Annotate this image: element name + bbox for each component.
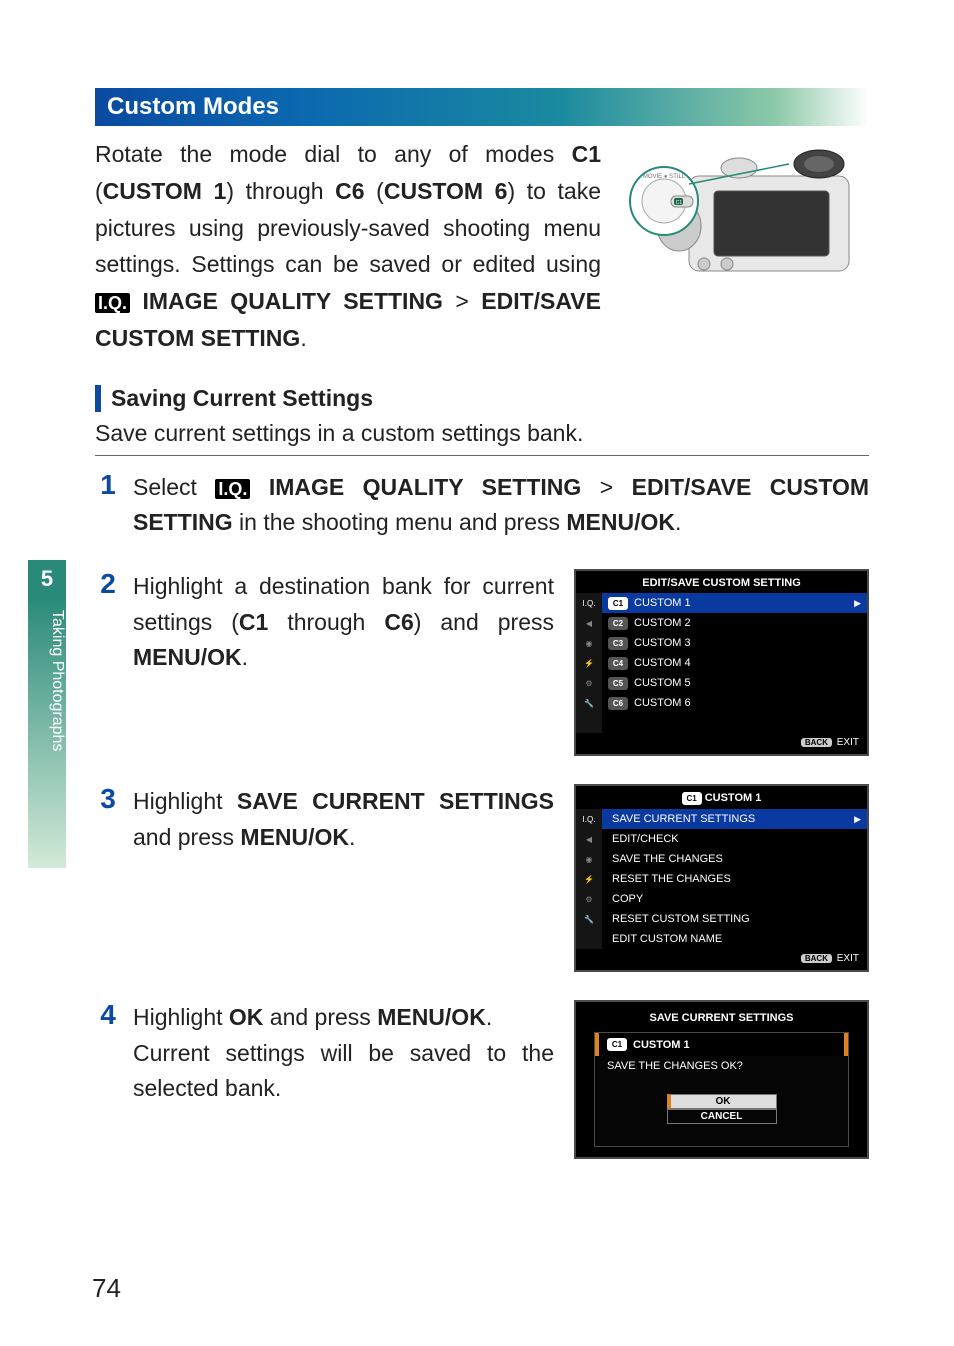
lcd1-item: C6CUSTOM 6 xyxy=(602,693,867,713)
lcd3-ok-button: OK xyxy=(667,1094,777,1109)
chapter-tab: 5 Taking Photographs xyxy=(28,560,66,868)
mode-c1-glyph: C1 xyxy=(572,141,601,167)
lcd2-item: EDIT CUSTOM NAME xyxy=(602,929,867,949)
camera-illustration: MOVIE ● STILL C1 xyxy=(619,136,869,286)
lcd-side-icon: I.Q. xyxy=(576,593,602,613)
lcd2-item: COPY xyxy=(602,889,867,909)
lcd-screenshot-1: EDIT/SAVE CUSTOM SETTING I.Q.◀◉⚡⚙🔧 C1CUS… xyxy=(574,569,869,756)
lcd-side-icon: ⚙ xyxy=(576,889,602,909)
svg-text:MOVIE ● STILL: MOVIE ● STILL xyxy=(643,174,686,180)
lcd-side-icon: 🔧 xyxy=(576,693,602,713)
lcd3-question: SAVE THE CHANGES OK? xyxy=(607,1060,836,1072)
lcd1-item: C3CUSTOM 3 xyxy=(602,633,867,653)
lcd-side-icon: ◀ xyxy=(576,613,602,633)
step-number-3: 3 xyxy=(95,784,121,972)
lcd2-title: C1 CUSTOM 1 xyxy=(576,786,867,809)
step-number-4: 4 xyxy=(95,1000,121,1159)
svg-text:C1: C1 xyxy=(676,200,683,206)
lcd2-item: RESET CUSTOM SETTING xyxy=(602,909,867,929)
lcd1-item: C5CUSTOM 5 xyxy=(602,673,867,693)
lcd1-title: EDIT/SAVE CUSTOM SETTING xyxy=(576,571,867,593)
lcd2-item: SAVE CURRENT SETTINGS▶ xyxy=(602,809,867,829)
lcd-side-icon: ⚙ xyxy=(576,673,602,693)
lcd-screenshot-2: C1 CUSTOM 1 I.Q.◀◉⚡⚙🔧 SAVE CURRENT SETTI… xyxy=(574,784,869,972)
lcd-side-icon: ⚡ xyxy=(576,653,602,673)
step-4-text: Highlight OK and press MENU/OK. Current … xyxy=(133,1000,562,1159)
lcd-side-icon: ◉ xyxy=(576,633,602,653)
lcd3-cancel-button: CANCEL xyxy=(667,1109,777,1124)
lcd2-footer: BACK EXIT xyxy=(576,949,867,970)
section-heading: Custom Modes xyxy=(95,88,869,126)
page-number: 74 xyxy=(92,1273,121,1304)
lcd-screenshot-3: SAVE CURRENT SETTINGS C1CUSTOM 1 SAVE TH… xyxy=(574,1000,869,1159)
step-2-text: Highlight a destination bank for current… xyxy=(133,569,562,756)
intro-paragraph: Rotate the mode dial to any of modes C1 … xyxy=(95,136,601,357)
lcd2-item: RESET THE CHANGES xyxy=(602,869,867,889)
lcd-side-icon: ◀ xyxy=(576,829,602,849)
sub-lead: Save current settings in a custom settin… xyxy=(95,420,869,447)
lcd-side-icon: 🔧 xyxy=(576,909,602,929)
step-number-2: 2 xyxy=(95,569,121,756)
lcd2-item: SAVE THE CHANGES xyxy=(602,849,867,869)
lcd1-footer: BACK EXIT xyxy=(576,733,867,754)
lcd2-item: EDIT/CHECK xyxy=(602,829,867,849)
step-1-text: Select I.Q. IMAGE QUALITY SETTING > EDIT… xyxy=(133,470,869,541)
sub-heading: Saving Current Settings xyxy=(95,385,869,412)
divider xyxy=(95,455,869,456)
lcd-side-icon: ⚡ xyxy=(576,869,602,889)
iq-icon: I.Q. xyxy=(215,479,250,499)
chapter-label: Taking Photographs xyxy=(28,598,66,868)
lcd1-item: C4CUSTOM 4 xyxy=(602,653,867,673)
lcd3-header: C1CUSTOM 1 xyxy=(595,1033,848,1056)
step-3-text: Highlight SAVE CURRENT SETTINGS and pres… xyxy=(133,784,562,972)
lcd3-title: SAVE CURRENT SETTINGS xyxy=(576,1012,867,1024)
chapter-number: 5 xyxy=(28,560,66,598)
lcd-side-icon: I.Q. xyxy=(576,809,602,829)
lcd-side-icon: ◉ xyxy=(576,849,602,869)
lcd1-item: C1CUSTOM 1▶ xyxy=(602,593,867,613)
iq-icon: I.Q. xyxy=(95,293,130,313)
lcd1-item: C2CUSTOM 2 xyxy=(602,613,867,633)
mode-c6-glyph: C6 xyxy=(335,178,364,204)
step-number-1: 1 xyxy=(95,470,121,541)
